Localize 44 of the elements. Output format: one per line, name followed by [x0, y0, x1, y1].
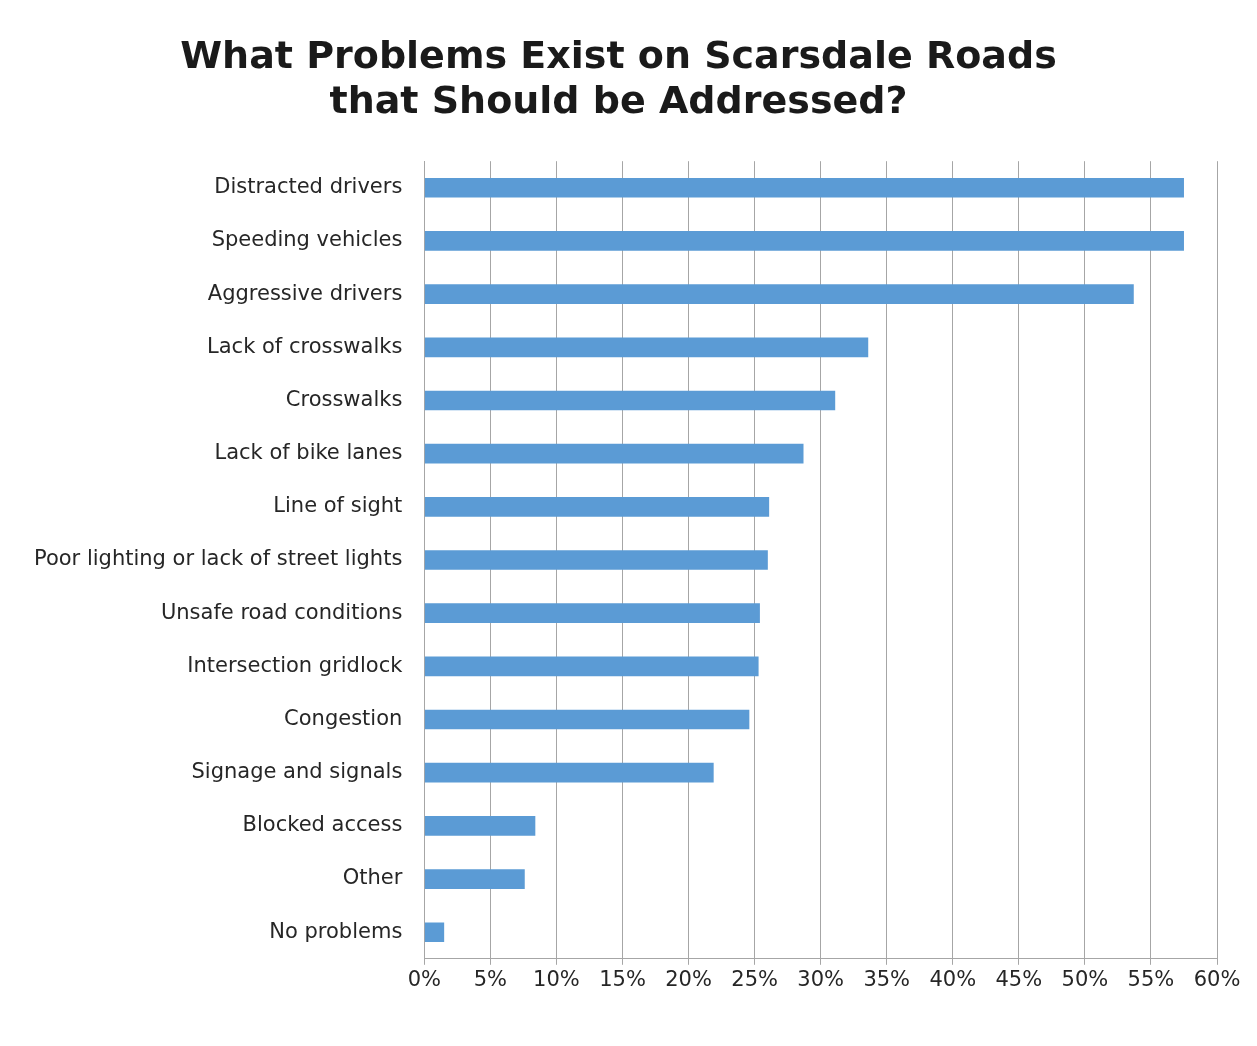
y-tick-label: Intersection gridlock	[187, 652, 404, 677]
chart-title: What Problems Exist on Scarsdale Roads that Should be Addressed?	[180, 32, 1057, 123]
x-tick-label: 55%	[1127, 966, 1175, 991]
y-tick-label: Speeding vehicles	[211, 227, 403, 252]
y-tick-label: Crosswalks	[285, 386, 403, 411]
x-tick-label: 45%	[995, 966, 1043, 991]
y-tick-label: Unsafe road conditions	[160, 599, 403, 624]
x-tick-label: 50%	[1061, 966, 1109, 991]
bar	[424, 922, 445, 943]
y-tick-label: Lack of crosswalks	[207, 333, 403, 358]
bar	[424, 603, 760, 624]
x-tick-label: 15%	[599, 966, 646, 991]
y-tick-label: Other	[342, 865, 403, 890]
y-tick-label: Distracted drivers	[214, 174, 403, 199]
x-tick-label: 40%	[929, 966, 977, 991]
bar	[424, 709, 750, 730]
x-tick-label: 35%	[863, 966, 911, 991]
y-tick-label: Poor lighting or lack of street lights	[33, 546, 403, 571]
bar	[424, 816, 536, 836]
x-tick-label: 20%	[665, 966, 712, 991]
y-tick-label: Lack of bike lanes	[214, 440, 403, 465]
x-tick-label: 5%	[473, 966, 508, 991]
bar	[424, 390, 836, 411]
x-tick-label: 0%	[407, 966, 442, 991]
bar	[424, 231, 1184, 251]
y-tick-label: Aggressive drivers	[207, 280, 403, 305]
bar	[424, 496, 770, 517]
bar	[424, 550, 768, 570]
bar	[424, 177, 1184, 198]
x-tick-label: 30%	[797, 966, 845, 991]
x-tick-label: 10%	[533, 966, 580, 991]
bar	[424, 869, 525, 889]
y-tick-label: Congestion	[284, 705, 403, 730]
bar	[424, 656, 759, 677]
y-tick-label: No problems	[269, 918, 403, 943]
bar	[424, 443, 804, 464]
y-tick-label: Line of sight	[273, 493, 403, 518]
bar	[424, 284, 1134, 304]
x-tick-label: 60%	[1193, 966, 1241, 991]
y-tick-label: Blocked access	[242, 812, 403, 837]
bar	[424, 337, 869, 358]
bar	[424, 762, 714, 783]
y-tick-label: Signage and signals	[191, 759, 403, 784]
x-tick-label: 25%	[731, 966, 778, 991]
